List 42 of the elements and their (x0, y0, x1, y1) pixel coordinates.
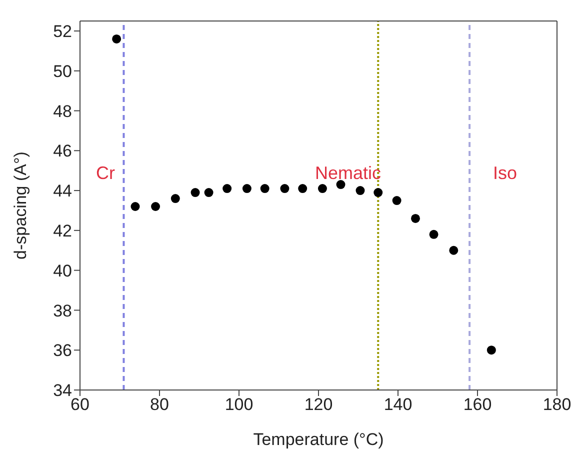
point (190, 188, 200, 198)
x-tick-label: 120 (304, 395, 333, 414)
y-tick-label: 48 (53, 102, 72, 121)
point (130, 202, 140, 211)
annotation: Iso (493, 163, 518, 184)
point (170, 194, 180, 204)
annotation: Nematic (315, 163, 382, 184)
y-tick-label: 42 (53, 221, 72, 240)
y-tick-label: 46 (53, 142, 72, 161)
point (112, 34, 122, 44)
annotation: Cr (96, 163, 115, 184)
x-tick-label: 160 (463, 395, 492, 414)
point (298, 184, 308, 194)
x-axis-title: Temperature (°C) (253, 430, 384, 449)
point (336, 180, 346, 190)
point (374, 188, 383, 198)
x-tick-label: 100 (224, 395, 254, 414)
y-axis-title: d-spacing (A°) (11, 152, 30, 260)
y-tick-label: 50 (53, 62, 72, 81)
point (280, 184, 290, 194)
point (260, 184, 270, 194)
y-tick-label: 44 (53, 182, 72, 201)
point (222, 184, 232, 194)
point (204, 188, 214, 198)
point (356, 186, 365, 196)
point (410, 214, 420, 223)
point (318, 184, 327, 194)
y-tick-label: 36 (53, 341, 72, 360)
x-tick-label: 80 (150, 395, 169, 414)
point (151, 202, 160, 211)
point (392, 196, 402, 206)
point (429, 230, 438, 239)
x-tick-label: 140 (384, 395, 412, 414)
y-tick-label: 34 (53, 381, 72, 400)
y-tick-label: 40 (53, 261, 72, 280)
point (486, 346, 496, 355)
point (242, 184, 252, 194)
x-tick-label: 180 (542, 395, 572, 414)
point (449, 246, 458, 255)
x-tick-label: 60 (70, 395, 90, 414)
y-tick-label: 52 (53, 22, 72, 42)
y-tick-label: 38 (53, 301, 72, 320)
